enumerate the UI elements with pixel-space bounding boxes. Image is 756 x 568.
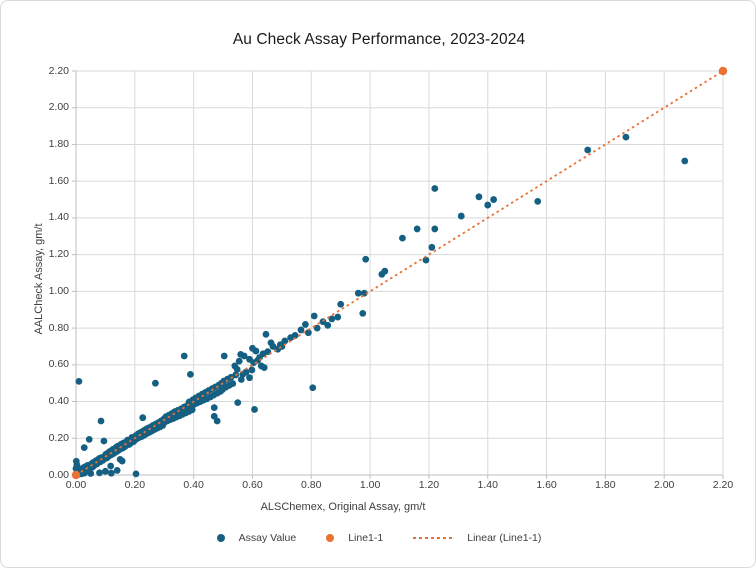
y-tick-label: 1.20 <box>48 248 69 261</box>
x-tick-label: 1.80 <box>595 479 616 491</box>
x-tick-label: 0.40 <box>183 479 204 491</box>
y-tick-label: 2.00 <box>48 101 69 114</box>
trendline-dash-icon <box>413 537 454 539</box>
legend-item-line1-1: Line1-1 <box>326 532 383 544</box>
legend-item-assay-value: Assay Value <box>216 532 297 544</box>
x-tick-label: 0.60 <box>242 479 263 491</box>
y-tick-label: 1.00 <box>48 284 69 297</box>
x-tick-label: 0.00 <box>65 479 87 491</box>
plot-svg <box>71 66 728 480</box>
x-tick-label: 2.00 <box>653 479 675 491</box>
x-tick-label: 0.80 <box>301 479 322 491</box>
y-tick-label: 0.00 <box>48 468 69 481</box>
x-tick-label: 2.20 <box>712 479 734 491</box>
y-tick-label: 0.40 <box>48 395 69 408</box>
y-tick-label: 1.80 <box>48 137 69 150</box>
legend-label-assay-value: Assay Value <box>238 532 297 544</box>
line1-1-marker-icon <box>326 534 335 542</box>
y-tick-label: 1.40 <box>48 211 69 224</box>
legend: Assay Value Line1-1 Linear (Line1-1) <box>1 532 755 544</box>
y-tick-label: 1.60 <box>48 174 69 187</box>
assay-value-marker-icon <box>216 534 225 542</box>
plot-area <box>71 66 728 480</box>
x-axis-title: ALSChemex, Original Assay, gm/t <box>260 501 426 513</box>
y-tick-label: 0.80 <box>48 321 69 334</box>
x-tick-label: 1.40 <box>477 479 498 491</box>
legend-item-linear-trendline: Linear (Line1-1) <box>413 532 541 544</box>
legend-label-linear-trendline: Linear (Line1-1) <box>467 532 542 544</box>
x-tick-label: 1.00 <box>359 479 381 491</box>
x-tick-label: 1.60 <box>536 479 557 491</box>
legend-label-line1-1: Line1-1 <box>348 532 384 544</box>
x-tick-label: 0.20 <box>124 479 146 491</box>
y-axis-title: AALCheck Assay, gm/t <box>33 223 45 335</box>
y-tick-label: 0.60 <box>48 358 69 371</box>
y-tick-label: 2.20 <box>48 64 69 77</box>
y-tick-label: 0.20 <box>48 431 69 444</box>
chart-title: Au Check Assay Performance, 2023-2024 <box>232 31 526 48</box>
x-tick-label: 1.20 <box>418 479 440 491</box>
